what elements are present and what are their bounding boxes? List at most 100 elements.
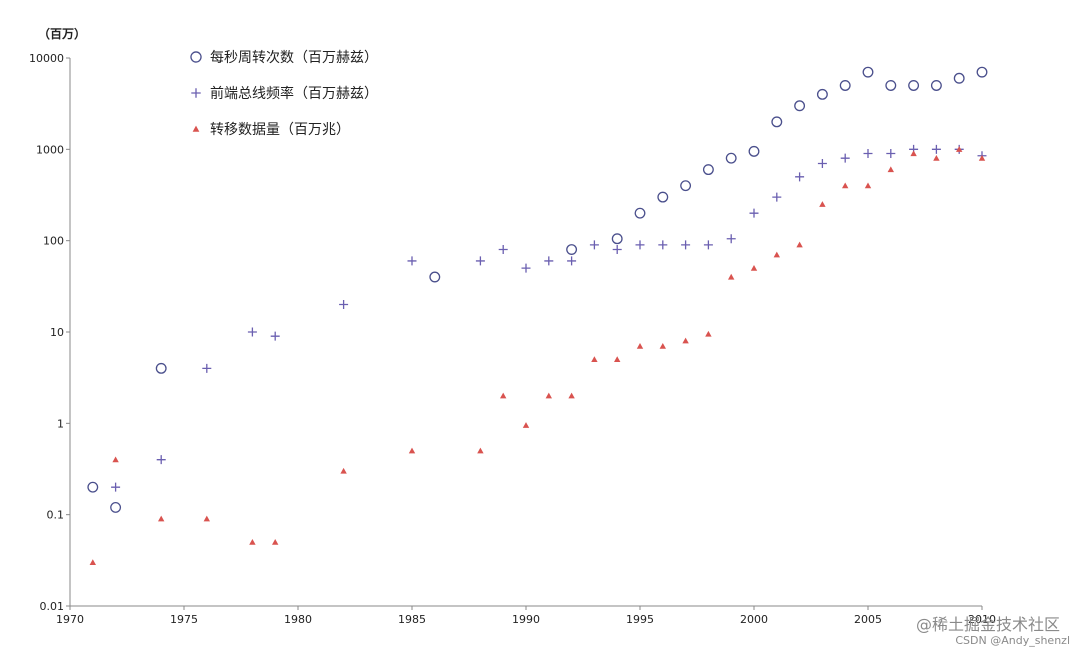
x-tick-label: 1995 xyxy=(626,613,654,626)
data-point-triangle-marker xyxy=(522,422,530,428)
data-point-triangle-marker xyxy=(545,392,552,399)
tick-labels: 0.01 0.1 1 10 100 1000 10000 1970 1975 1980 1985 19… xyxy=(29,52,996,626)
data-point-triangle-marker xyxy=(272,538,279,545)
data-point-circle-marker xyxy=(794,100,806,112)
data-point-plus-marker xyxy=(886,149,896,159)
data-point-plus-marker xyxy=(612,245,622,255)
watermark-line-1: @稀土掘金技术社区 xyxy=(916,615,1060,634)
data-point-circle-marker xyxy=(155,362,167,374)
legend-label: 每秒周转次数（百万赫兹） xyxy=(210,50,378,66)
data-point-circle-marker xyxy=(702,164,714,176)
data-point-triangle-marker xyxy=(112,456,119,463)
data-point-plus-marker xyxy=(749,208,759,218)
data-point-plus-marker xyxy=(475,256,485,266)
data-point-triangle-marker xyxy=(864,182,872,189)
y-tick-label: 10000 xyxy=(29,52,64,65)
data-point-plus-marker xyxy=(270,331,280,341)
data-point-plus-marker xyxy=(795,172,805,182)
data-point-circle-marker xyxy=(953,72,965,84)
data-point-plus-marker xyxy=(247,327,257,337)
data-point-plus-marker xyxy=(498,245,508,255)
data-point-triangle-marker xyxy=(408,447,416,454)
data-point-circle-marker xyxy=(839,80,851,91)
x-tick-label: 1975 xyxy=(170,613,198,626)
x-tick-label: 2000 xyxy=(740,613,768,626)
data-point-triangle-marker xyxy=(910,150,917,157)
data-point-triangle-marker xyxy=(340,467,347,474)
x-tick-label: 1990 xyxy=(512,613,540,626)
data-point-plus-marker xyxy=(863,149,873,159)
data-point-triangle-marker xyxy=(682,337,689,344)
data-point-circle-marker xyxy=(680,180,692,192)
data-point-circle-marker xyxy=(634,207,646,219)
data-point-plus-marker xyxy=(521,263,531,273)
data-point-triangle-marker xyxy=(956,146,963,152)
data-point-triangle-marker xyxy=(819,201,826,207)
data-point-plus-marker xyxy=(339,300,349,310)
data-point-circle-marker xyxy=(657,191,669,203)
data-point-triangle-marker xyxy=(933,154,940,161)
data-point-circle-marker xyxy=(429,271,441,283)
data-marks xyxy=(87,66,988,565)
data-point-circle-marker xyxy=(566,244,578,255)
legend-marker-circle-marker xyxy=(190,51,202,63)
data-point-plus-marker xyxy=(567,256,577,266)
data-point-circle-marker xyxy=(816,88,828,100)
data-point-plus-marker xyxy=(703,240,713,250)
series-2 xyxy=(111,144,987,492)
data-point-plus-marker xyxy=(681,240,691,250)
data-point-circle-marker xyxy=(908,80,920,91)
data-point-plus-marker xyxy=(544,256,554,266)
x-tick-label: 2010 xyxy=(968,613,996,626)
data-point-triangle-marker xyxy=(887,166,894,173)
data-point-triangle-marker xyxy=(659,342,666,349)
data-point-plus-marker xyxy=(202,363,212,373)
series-1 xyxy=(87,66,988,513)
data-point-triangle-marker xyxy=(500,392,507,399)
data-point-circle-marker xyxy=(87,481,99,493)
legend-entry-1: 每秒周转次数（百万赫兹） xyxy=(190,50,378,66)
y-tick-label: 0.01 xyxy=(40,600,65,613)
series-3 xyxy=(89,146,986,565)
data-point-circle-marker xyxy=(611,233,623,245)
data-point-plus-marker xyxy=(726,234,736,244)
watermark-line-2: CSDN @Andy_shenzl xyxy=(955,634,1070,647)
data-point-triangle-marker xyxy=(705,330,712,337)
data-point-circle-marker xyxy=(771,116,783,128)
data-point-plus-marker xyxy=(111,482,121,492)
axes xyxy=(66,57,983,610)
legend-label: 前端总线频率（百万赫兹） xyxy=(210,85,378,102)
data-point-triangle-marker xyxy=(158,515,165,522)
legend: 每秒周转次数（百万赫兹） 前端总线频率（百万赫兹） 转移数据量（百万兆） xyxy=(190,50,378,138)
y-tick-label: 1 xyxy=(57,417,64,430)
data-point-triangle-marker xyxy=(773,251,780,258)
legend-marker-plus-marker xyxy=(191,88,201,98)
x-tick-label: 1985 xyxy=(398,613,426,626)
data-point-circle-marker xyxy=(862,66,874,78)
data-point-triangle-marker xyxy=(591,356,598,363)
data-point-triangle-marker xyxy=(203,515,210,522)
data-point-triangle-marker xyxy=(842,182,849,189)
data-point-triangle-marker xyxy=(796,241,803,248)
data-point-circle-marker xyxy=(110,501,122,513)
data-point-circle-marker xyxy=(748,145,760,157)
data-point-plus-marker xyxy=(658,240,668,250)
data-point-plus-marker xyxy=(817,158,827,168)
data-point-circle-marker xyxy=(885,80,897,91)
data-point-plus-marker xyxy=(156,455,166,465)
data-point-circle-marker xyxy=(725,152,737,164)
legend-label: 转移数据量（百万兆） xyxy=(210,122,350,138)
x-tick-label: 1980 xyxy=(284,613,312,626)
data-point-plus-marker xyxy=(589,240,599,250)
data-point-triangle-marker xyxy=(614,356,621,363)
data-point-plus-marker xyxy=(840,153,850,163)
data-point-triangle-marker xyxy=(477,447,484,454)
data-point-triangle-marker xyxy=(728,273,735,280)
data-point-triangle-marker xyxy=(249,538,256,545)
data-point-plus-marker xyxy=(635,240,645,250)
data-point-triangle-marker xyxy=(978,154,986,161)
data-point-plus-marker xyxy=(931,144,941,154)
data-point-triangle-marker xyxy=(568,392,575,399)
